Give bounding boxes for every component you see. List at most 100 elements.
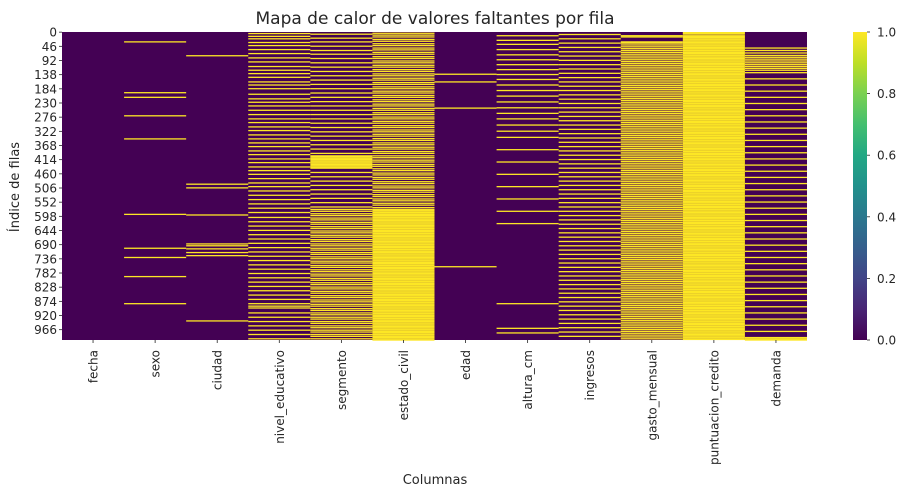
missing-cell xyxy=(558,202,621,204)
missing-cell xyxy=(248,211,311,214)
missing-cell xyxy=(372,211,435,213)
missing-cell xyxy=(682,337,745,339)
missing-cell xyxy=(372,105,435,107)
missing-cell xyxy=(620,221,683,224)
missing-cell xyxy=(620,273,683,275)
missing-cell xyxy=(310,234,373,236)
column-tick-label: demanda xyxy=(769,350,783,407)
missing-cell xyxy=(620,192,683,194)
missing-cell xyxy=(682,181,745,183)
row-tick-label: 184 xyxy=(34,82,57,96)
missing-cell xyxy=(372,246,435,249)
missing-cell xyxy=(620,136,683,139)
column-tick-label: segmento xyxy=(335,350,349,410)
missing-cell xyxy=(744,56,807,58)
missing-cell xyxy=(372,293,435,296)
missing-cell xyxy=(496,124,559,126)
missing-cell xyxy=(744,152,807,154)
missing-cell xyxy=(682,300,745,302)
missing-cell xyxy=(496,48,559,51)
missing-cell xyxy=(372,189,435,191)
missing-cell xyxy=(682,322,745,325)
missing-cell xyxy=(372,330,435,333)
missing-cell xyxy=(558,245,621,247)
row-tick-label: 0 xyxy=(49,26,57,40)
row-tick-label: 460 xyxy=(34,167,57,181)
missing-cell xyxy=(620,225,683,227)
missing-cell xyxy=(372,331,435,334)
missing-cell xyxy=(620,236,683,238)
missing-cell xyxy=(744,58,807,60)
missing-cell xyxy=(682,109,745,111)
missing-cell xyxy=(620,247,683,249)
missing-cell xyxy=(496,222,559,225)
row-tick-label: 92 xyxy=(42,54,57,68)
missing-cell xyxy=(682,209,745,211)
missing-cell xyxy=(310,176,373,178)
missing-cell xyxy=(310,333,373,336)
missing-cell xyxy=(558,266,621,268)
column-tick-label: nivel_educativo xyxy=(273,350,287,444)
missing-cell xyxy=(682,238,745,241)
missing-cell xyxy=(682,198,745,200)
missing-cell xyxy=(620,319,683,321)
missing-cell xyxy=(620,336,683,338)
missing-cell xyxy=(248,221,311,223)
missing-cell xyxy=(744,49,807,52)
missing-cell xyxy=(248,118,311,120)
missing-cell xyxy=(372,34,435,36)
missing-cell xyxy=(682,204,745,206)
missing-cell xyxy=(372,304,435,307)
missing-cell xyxy=(682,296,745,299)
missing-cell xyxy=(682,62,745,65)
missing-cell xyxy=(372,176,435,179)
missing-cell xyxy=(372,270,435,272)
missing-cell xyxy=(620,205,683,207)
missing-cell xyxy=(682,315,745,317)
missing-cell xyxy=(620,210,683,212)
missing-cell xyxy=(682,77,745,79)
missing-cell xyxy=(372,99,435,101)
missing-cell xyxy=(682,76,745,78)
missing-cell xyxy=(372,272,435,275)
missing-cell xyxy=(310,70,373,73)
missing-cell xyxy=(372,259,435,261)
missing-cell xyxy=(496,161,559,163)
missing-cell xyxy=(682,183,745,185)
missing-cell xyxy=(372,244,435,246)
missing-cell xyxy=(558,327,621,329)
missing-cell xyxy=(682,167,745,169)
missing-cell xyxy=(744,109,807,111)
missing-cell xyxy=(620,84,683,87)
missing-cell xyxy=(372,269,435,271)
missing-cell xyxy=(372,194,435,196)
missing-cell xyxy=(620,293,683,296)
missing-cell xyxy=(372,44,435,47)
missing-cell xyxy=(682,57,745,60)
missing-cell xyxy=(682,258,745,260)
missing-cell xyxy=(372,256,435,259)
missing-cell xyxy=(620,147,683,150)
missing-cell xyxy=(682,225,745,227)
missing-cell xyxy=(372,276,435,278)
missing-cell xyxy=(310,167,373,169)
missing-cell xyxy=(682,86,745,88)
missing-cell xyxy=(496,130,559,132)
missing-cell xyxy=(682,174,745,177)
missing-cell xyxy=(682,134,745,136)
missing-cell xyxy=(372,90,435,92)
column-tick-label: fecha xyxy=(87,350,101,383)
row-tick-label: 46 xyxy=(42,40,57,54)
missing-cell xyxy=(372,92,435,94)
missing-cell xyxy=(744,338,807,340)
missing-cell xyxy=(186,214,249,216)
missing-cell xyxy=(558,206,621,208)
missing-cell xyxy=(744,78,807,80)
missing-cell xyxy=(558,68,621,70)
missing-cell xyxy=(682,298,745,300)
missing-cell xyxy=(682,227,745,230)
missing-cell xyxy=(620,144,683,146)
missing-cell xyxy=(682,221,745,224)
missing-cell xyxy=(310,312,373,314)
missing-cell xyxy=(310,41,373,43)
